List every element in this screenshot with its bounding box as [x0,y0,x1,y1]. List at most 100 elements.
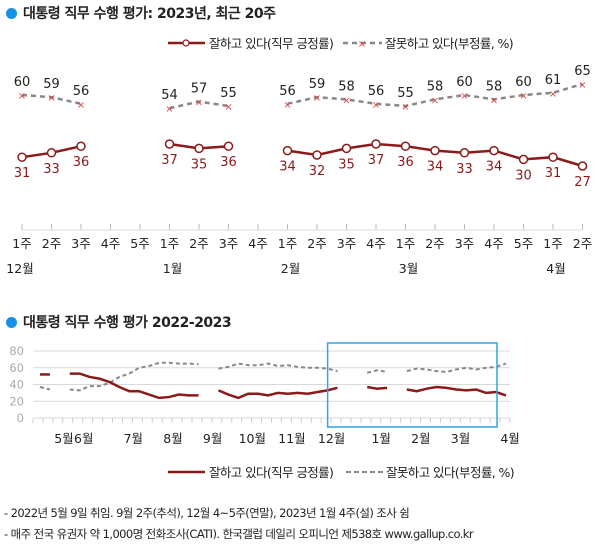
y-tick-label: 60 [9,361,24,375]
month-label: 10월 [239,431,266,446]
month-label: 3월 [451,431,470,446]
positive-data-label: 36 [397,155,414,170]
positive-data-label: 36 [220,155,237,170]
x-tick-label: 1주 [278,236,297,251]
positive-point-marker [518,154,529,165]
positive-point-marker [194,143,204,154]
negative-point-marker: × [431,95,439,106]
positive-data-label: 32 [309,164,326,179]
x-tick-label: 3주 [71,236,90,251]
negative-data-label: 60 [456,75,473,90]
positive-data-label: 31 [14,166,31,181]
x-tick-label: 4주 [248,236,267,251]
y-tick-label: 40 [9,378,24,392]
negative-line [406,362,507,373]
negative-data-label: 60 [14,75,31,90]
positive-point-marker [577,161,588,171]
positive-data-label: 37 [368,153,385,168]
month-label: 8월 [163,431,182,446]
month-label: 5월 [54,431,73,446]
positive-data-label: 27 [574,175,591,190]
positive-line [217,386,338,400]
negative-point-marker: × [460,91,468,102]
month-label: 4월 [500,431,519,446]
highlight-box [326,342,498,428]
negative-line [218,362,338,373]
month-label: 7월 [124,431,143,446]
negative-line [287,82,583,108]
negative-point-marker: × [18,91,26,102]
negative-data-label: 60 [515,75,532,90]
positive-point-marker [312,150,322,160]
negative-data-label: 56 [368,84,385,99]
positive-data-label: 31 [545,166,562,181]
x-tick-label: 1주 [543,236,562,251]
x-tick-label: 2주 [425,236,444,251]
positive-data-label: 36 [73,155,90,170]
chart2-title: 대통령 직무 수행 평가 2022-2023 [23,315,232,331]
negative-data-label: 55 [220,86,237,101]
chart2-title-row: 대통령 직무 수행 평가 2022-2023 [6,312,232,332]
month-label: 6월 [74,431,93,446]
positive-point-marker [17,152,27,162]
positive-point-marker [341,143,352,154]
positive-point-marker [459,148,470,158]
bullet-dot-icon [6,7,17,19]
negative-point-marker: × [165,104,173,115]
note-2: - 매주 전국 유권자 약 1,000명 전화조사(CATI). 한국갤럽 데일… [4,527,474,541]
legend-positive-marker [182,39,190,47]
chart1-title: 대통령 직무 수행 평가: 2023년, 최근 20주 [23,6,276,22]
month-label: 2월 [411,431,430,446]
y-tick-label: 0 [17,411,24,425]
positive-line [366,385,388,390]
chart1-title-row: 대통령 직무 수행 평가: 2023년, 최근 20주 [6,3,276,23]
x-tick-label: 1주 [160,236,179,251]
legend-positive-label: 잘하고 있다(직무 긍정률) [209,465,333,480]
x-tick-label: 1주 [396,236,415,251]
negative-data-label: 65 [574,64,591,79]
x-tick-label: 2주 [189,236,208,251]
negative-data-label: 55 [397,86,414,101]
month-label: 1월 [371,431,390,446]
positive-data-label: 34 [427,160,444,175]
negative-point-marker: × [195,98,203,109]
month-label: 3월 [399,261,418,276]
positive-data-label: 33 [43,162,60,177]
x-tick-label: 4주 [484,236,503,251]
negative-data-label: 57 [191,82,208,97]
positive-line [69,372,199,400]
positive-point-marker [76,141,86,151]
positive-data-label: 34 [486,160,503,175]
positive-data-label: 33 [456,162,473,177]
negative-point-marker: × [401,102,409,113]
positive-point-marker [164,139,175,149]
negative-point-marker: × [519,91,527,102]
month-label: 1월 [163,261,182,276]
x-tick-label: 4주 [101,236,120,251]
negative-data-label: 56 [279,84,296,99]
positive-point-marker [282,145,293,156]
negative-data-label: 59 [309,77,326,92]
y-tick-label: 80 [9,344,24,358]
positive-point-marker [548,152,558,162]
positive-data-label: 35 [191,157,208,172]
x-tick-label: 2주 [573,236,592,251]
positive-data-label: 37 [161,153,178,168]
note-1: - 2022년 5월 9일 취임. 9월 2주(추석), 12월 4~5주(연말… [4,506,410,520]
x-tick-label: 1주 [12,236,31,251]
x-tick-label: 4주 [366,236,385,251]
positive-point-marker [400,141,411,151]
legend-negative-label: 잘못하고 있다(부정률, %) [385,36,513,51]
negative-data-label: 56 [73,84,90,99]
positive-point-marker [46,148,57,158]
negative-point-marker: × [283,100,291,111]
negative-line [366,369,388,374]
negative-point-marker: × [77,100,85,111]
negative-line [39,386,51,391]
negative-data-label: 58 [486,79,503,94]
x-tick-label: 3주 [455,236,474,251]
x-tick-label: 5주 [130,236,149,251]
negative-point-marker: × [224,102,232,113]
month-label: 2월 [281,261,300,276]
